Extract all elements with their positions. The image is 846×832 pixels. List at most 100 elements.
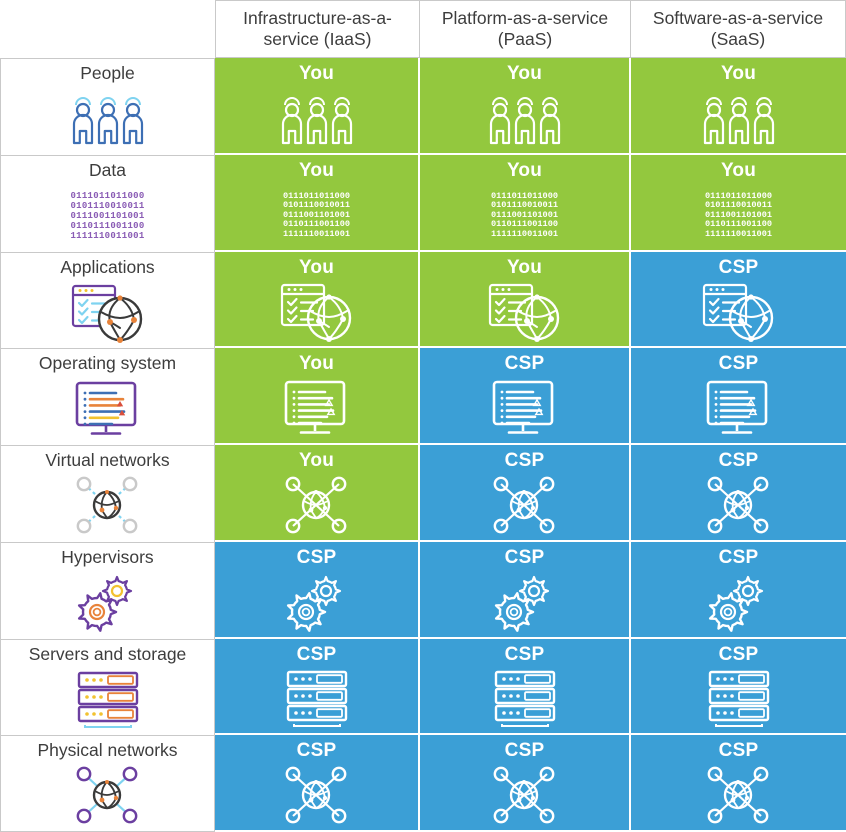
people-icon bbox=[1, 84, 214, 155]
server-rack-icon bbox=[420, 666, 629, 734]
owner-cell-saas-hypervisors: CSP bbox=[631, 541, 846, 639]
owner-cell-paas-servers-and-storage: CSP bbox=[420, 638, 631, 736]
row-label-cell-people: People bbox=[0, 58, 215, 155]
owner-cell-paas-operating-system: CSP bbox=[420, 348, 631, 445]
column-header-paas-label: Platform-as-a-service (PaaS) bbox=[441, 8, 609, 49]
owner-label: You bbox=[506, 63, 543, 84]
owner-label: CSP bbox=[504, 643, 545, 665]
owner-cell-paas-virtual-networks: CSP bbox=[420, 445, 631, 542]
owner-label: You bbox=[506, 159, 543, 181]
owner-label: CSP bbox=[718, 450, 759, 471]
binary-data-text: 0111011011000 0101110010011 011100110100… bbox=[70, 191, 145, 242]
row-label-text: Hypervisors bbox=[61, 546, 154, 567]
row-label-text: Data bbox=[89, 159, 126, 180]
column-header-iaas-label: Infrastructure-as-a-service (IaaS) bbox=[243, 8, 392, 49]
row-label-cell-physical-networks: Physical networks bbox=[0, 735, 215, 832]
owner-cell-saas-virtual-networks: CSP bbox=[631, 445, 846, 542]
owner-label: CSP bbox=[504, 740, 545, 762]
table-row: People You You You bbox=[0, 58, 846, 155]
binary-data-icon: 0111011011000 0101110010011 011100110100… bbox=[215, 182, 418, 250]
row-label-cell-operating-system: Operating system bbox=[0, 348, 215, 445]
owner-cell-paas-hypervisors: CSP bbox=[420, 541, 631, 639]
owner-cell-iaas-applications: You bbox=[215, 251, 420, 349]
owner-label: CSP bbox=[296, 643, 337, 665]
owner-label: CSP bbox=[718, 643, 759, 665]
owner-label: You bbox=[298, 450, 335, 471]
row-label-text: Operating system bbox=[38, 353, 177, 374]
table-body: People You You You Data 0111011011000 0101110… bbox=[0, 58, 846, 832]
server-rack-icon bbox=[215, 666, 418, 734]
owner-cell-saas-servers-and-storage: CSP bbox=[631, 638, 846, 736]
people-icon bbox=[215, 85, 418, 153]
column-header-paas: Platform-as-a-service (PaaS) bbox=[420, 0, 631, 58]
server-rack-icon bbox=[1, 665, 214, 736]
owner-cell-iaas-operating-system: You bbox=[215, 348, 420, 445]
table-row: Data 0111011011000 0101110010011 01110011… bbox=[0, 154, 846, 252]
monitor-icon bbox=[215, 375, 418, 443]
gears-icon bbox=[215, 569, 418, 637]
owner-label: CSP bbox=[718, 256, 759, 278]
owner-label: CSP bbox=[718, 740, 759, 762]
column-header-saas: Software-as-a-service (SaaS) bbox=[631, 0, 846, 58]
table-row: Physical networks CSP CSP bbox=[0, 735, 846, 832]
owner-label: You bbox=[298, 353, 335, 375]
owner-cell-iaas-data: You 0111011011000 0101110010011 011100110… bbox=[215, 154, 420, 252]
applications-icon bbox=[420, 279, 629, 347]
owner-label: CSP bbox=[718, 353, 759, 375]
row-label-text: Physical networks bbox=[37, 740, 178, 761]
owner-label: You bbox=[720, 63, 757, 84]
gears-icon bbox=[1, 568, 214, 639]
table-header-row: Infrastructure-as-a-service (IaaS) Platf… bbox=[0, 0, 846, 58]
table-row: Virtual networks You CSP bbox=[0, 445, 846, 542]
owner-label: You bbox=[720, 159, 757, 181]
row-label-text: Applications bbox=[60, 256, 155, 277]
owner-cell-saas-data: You 0111011011000 0101110010011 011100110… bbox=[631, 154, 846, 252]
table-row: Hypervisors CSP CSP CSP bbox=[0, 541, 846, 639]
monitor-icon bbox=[420, 375, 629, 443]
owner-cell-paas-physical-networks: CSP bbox=[420, 735, 631, 832]
owner-label: You bbox=[298, 256, 335, 278]
people-icon bbox=[420, 85, 629, 153]
binary-data-icon: 0111011011000 0101110010011 011100110100… bbox=[1, 181, 214, 252]
owner-label: You bbox=[298, 159, 335, 181]
virtual-network-icon bbox=[215, 472, 418, 540]
row-label-cell-virtual-networks: Virtual networks bbox=[0, 445, 215, 542]
owner-cell-iaas-people: You bbox=[215, 58, 420, 155]
table-row: Applications You bbox=[0, 251, 846, 349]
applications-icon bbox=[631, 279, 846, 347]
row-label-cell-servers-and-storage: Servers and storage bbox=[0, 638, 215, 736]
monitor-icon bbox=[631, 375, 846, 443]
server-rack-icon bbox=[631, 666, 846, 734]
physical-network-icon bbox=[215, 762, 418, 830]
people-icon bbox=[631, 85, 846, 153]
applications-icon bbox=[1, 278, 214, 349]
physical-network-icon bbox=[1, 761, 214, 831]
binary-data-text: 0111011011000 0101110010011 011100110100… bbox=[704, 190, 773, 240]
binary-data-text: 0111011011000 0101110010011 011100110100… bbox=[282, 190, 351, 240]
owner-label: CSP bbox=[504, 353, 545, 375]
applications-icon bbox=[215, 279, 418, 347]
owner-cell-saas-people: You bbox=[631, 58, 846, 155]
row-label-cell-applications: Applications bbox=[0, 251, 215, 349]
table-row: Operating system You CSP CSP bbox=[0, 348, 846, 445]
physical-network-icon bbox=[631, 762, 846, 830]
binary-data-text: 0111011011000 0101110010011 011100110100… bbox=[490, 190, 559, 240]
table-row: Servers and storage CSP CSP CSP bbox=[0, 638, 846, 736]
binary-data-icon: 0111011011000 0101110010011 011100110100… bbox=[420, 182, 629, 250]
column-header-iaas: Infrastructure-as-a-service (IaaS) bbox=[215, 0, 420, 58]
gears-icon bbox=[420, 569, 629, 637]
owner-label: CSP bbox=[296, 740, 337, 762]
owner-label: CSP bbox=[504, 546, 545, 568]
owner-cell-paas-applications: You bbox=[420, 251, 631, 349]
owner-cell-paas-data: You 0111011011000 0101110010011 011100110… bbox=[420, 154, 631, 252]
header-corner-cell bbox=[0, 0, 215, 58]
owner-cell-paas-people: You bbox=[420, 58, 631, 155]
owner-cell-iaas-servers-and-storage: CSP bbox=[215, 638, 420, 736]
row-label-text: Servers and storage bbox=[28, 643, 187, 664]
virtual-network-icon bbox=[1, 471, 214, 542]
owner-cell-saas-operating-system: CSP bbox=[631, 348, 846, 445]
owner-cell-saas-physical-networks: CSP bbox=[631, 735, 846, 832]
monitor-icon bbox=[1, 374, 214, 445]
owner-cell-iaas-virtual-networks: You bbox=[215, 445, 420, 542]
